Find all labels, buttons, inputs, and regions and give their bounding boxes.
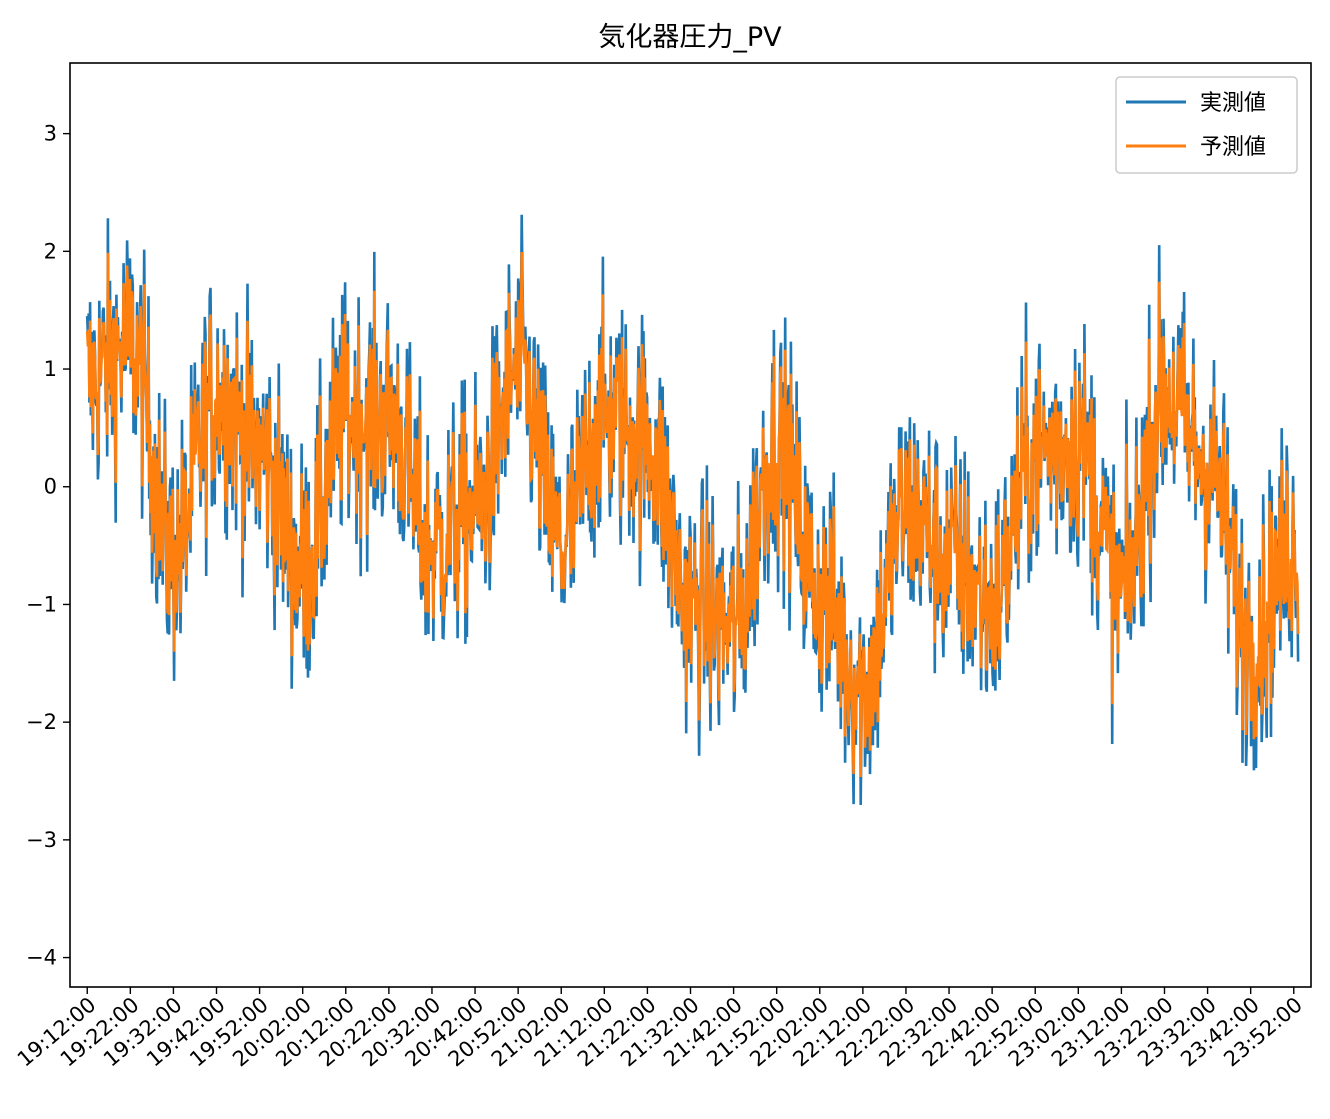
- y-axis: 3 2 1 0 −1 −2 −3 −4: [26, 122, 70, 970]
- plot-lines: [85, 214, 1300, 806]
- y-tick-label: 1: [44, 357, 57, 381]
- y-tick-label: −4: [26, 946, 57, 970]
- y-tick-label: −2: [26, 710, 57, 734]
- y-tick-label: 2: [44, 239, 57, 263]
- series-line-predicted: [85, 251, 1300, 778]
- y-tick-label: −1: [26, 592, 57, 616]
- legend-label-predicted: 予測値: [1200, 135, 1266, 160]
- legend-label-actual: 実測値: [1200, 91, 1266, 116]
- legend: 実測値 予測値: [1115, 76, 1298, 174]
- y-tick-label: −3: [26, 828, 57, 852]
- y-tick-label: 3: [44, 122, 57, 146]
- y-tick-label: 0: [44, 475, 57, 499]
- chart-title: 気化器圧力_PV: [598, 22, 782, 53]
